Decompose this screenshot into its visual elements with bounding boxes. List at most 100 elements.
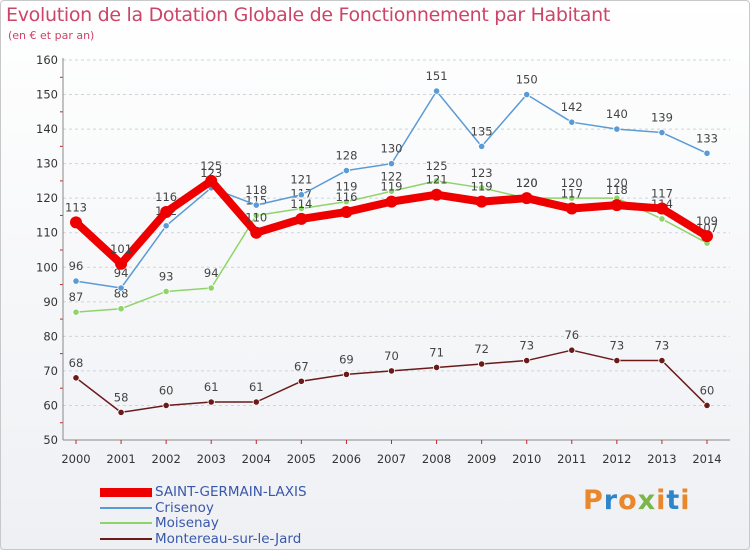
data-point	[658, 128, 666, 137]
y-tick-label: 80	[43, 329, 58, 343]
data-label: 58	[114, 390, 129, 404]
data-point	[478, 142, 486, 150]
data-point	[117, 408, 125, 416]
data-point	[387, 367, 396, 375]
data-label: 93	[159, 269, 174, 283]
data-point	[117, 284, 125, 292]
y-tick-label: 50	[43, 433, 58, 447]
data-label: 119	[381, 180, 403, 194]
data-point	[478, 360, 486, 368]
data-point	[162, 222, 170, 230]
data-label: 121	[426, 173, 448, 187]
x-tick-label: 2005	[287, 452, 316, 466]
logo-letter: i	[680, 485, 691, 516]
data-label: 121	[290, 173, 312, 187]
data-point	[252, 201, 260, 209]
data-label: 73	[610, 339, 625, 353]
data-label: 122	[381, 169, 403, 183]
data-point	[72, 277, 80, 285]
data-point	[207, 284, 215, 292]
data-point	[475, 195, 488, 208]
legend-label: Montereau-sur-le-Jard	[155, 530, 302, 547]
data-label: 142	[561, 100, 583, 114]
x-tick-label: 2010	[512, 452, 541, 466]
data-label: 120	[516, 176, 538, 190]
data-label: 60	[700, 383, 715, 397]
data-point	[250, 226, 263, 239]
data-label: 109	[696, 214, 718, 228]
data-point	[565, 202, 578, 215]
data-label: 140	[606, 107, 628, 121]
data-point	[297, 204, 305, 213]
x-tick-label: 2003	[197, 452, 226, 466]
data-label: 101	[110, 242, 132, 256]
data-point	[658, 215, 666, 223]
data-point	[162, 287, 170, 296]
data-point	[252, 398, 260, 406]
data-point	[342, 198, 351, 206]
data-point	[297, 377, 305, 385]
data-label: 130	[381, 142, 403, 156]
logo-letter: i	[656, 485, 667, 516]
y-tick-label: 70	[43, 364, 58, 378]
data-label: 139	[651, 111, 673, 125]
data-point	[432, 87, 441, 95]
data-label: 119	[471, 180, 493, 194]
data-point	[115, 257, 128, 270]
data-point	[701, 230, 713, 243]
chart-subtitle: (en € et par an)	[8, 29, 95, 42]
data-label: 94	[114, 266, 129, 280]
data-label: 120	[516, 176, 538, 190]
data-label: 61	[249, 380, 264, 394]
logo-letter: P	[583, 485, 604, 516]
data-point	[72, 374, 80, 382]
data-label: 120	[561, 176, 583, 190]
data-label: 72	[474, 342, 489, 356]
data-label: 73	[655, 339, 670, 353]
x-tick-label: 2004	[242, 452, 271, 466]
data-point	[613, 356, 621, 365]
data-point	[162, 401, 170, 410]
data-point	[520, 192, 533, 205]
data-label: 70	[384, 349, 399, 363]
legend-label: Crisenoy	[155, 499, 214, 516]
y-tick-label: 160	[36, 53, 58, 67]
data-point	[568, 346, 576, 354]
data-label: 135	[471, 124, 493, 138]
data-label: 128	[335, 149, 357, 163]
data-point	[568, 118, 576, 126]
y-tick-label: 120	[36, 191, 58, 205]
chart-title: Evolution de la Dotation Globale de Fonc…	[6, 4, 611, 26]
data-label: 87	[69, 290, 84, 304]
data-label: 118	[606, 183, 628, 197]
data-label: 113	[65, 200, 87, 214]
y-tick-label: 60	[43, 398, 58, 412]
data-point	[295, 212, 308, 225]
data-point	[432, 363, 441, 372]
data-label: 94	[204, 266, 219, 280]
data-point	[655, 202, 668, 215]
data-point	[342, 166, 351, 175]
x-tick-label: 2014	[692, 452, 721, 466]
data-label: 120	[606, 176, 628, 190]
x-tick-label: 2009	[467, 452, 496, 466]
data-point	[72, 308, 80, 316]
data-point	[523, 356, 531, 365]
legend-swatch	[100, 537, 152, 540]
proxiti-logo: Proxiti	[583, 485, 691, 516]
data-label: 67	[294, 359, 309, 373]
data-label: 88	[114, 287, 129, 301]
data-label: 117	[651, 187, 673, 201]
legend-label: SAINT-GERMAIN-LAXIS	[155, 484, 307, 500]
data-label: 150	[516, 73, 538, 87]
data-label: 61	[204, 380, 219, 394]
data-point	[252, 211, 260, 220]
data-point	[658, 356, 666, 365]
data-point	[160, 206, 173, 218]
y-tick-label: 140	[36, 122, 58, 136]
x-tick-label: 2008	[422, 452, 451, 466]
y-tick-label: 130	[36, 157, 58, 171]
y-tick-label: 90	[43, 295, 58, 309]
x-tick-label: 2000	[61, 452, 90, 466]
